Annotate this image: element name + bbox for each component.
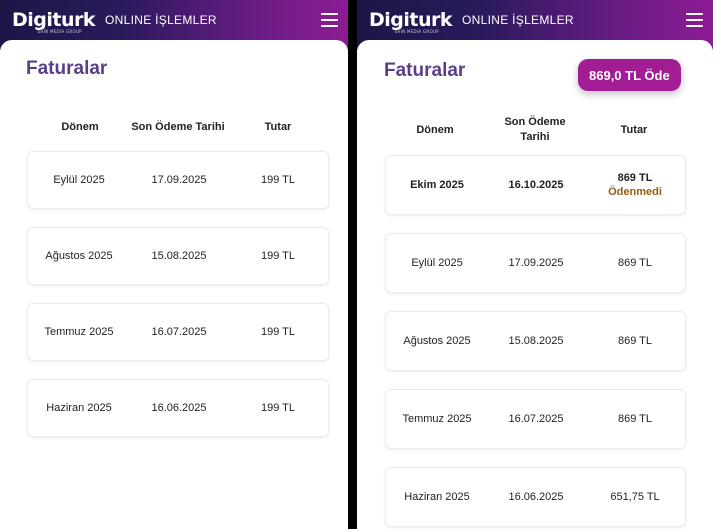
due-date-cell: 16.07.2025 <box>508 413 564 425</box>
app-title: ONLINE İŞLEMLER <box>105 13 217 27</box>
column-header-period: Dönem <box>416 124 454 136</box>
menu-icon[interactable] <box>321 13 338 27</box>
top-bar: Digiturk beIN MEDIA GROUP ONLINE İŞLEMLE… <box>357 0 713 40</box>
amount-cell: 651,75 TL <box>610 491 660 503</box>
invoice-row[interactable]: Ağustos 2025 15.08.2025 199 TL <box>27 227 329 285</box>
amount-cell: 199 TL <box>260 250 296 262</box>
invoice-row[interactable]: Haziran 2025 16.06.2025 651,75 TL <box>385 467 686 527</box>
due-date-cell: 16.07.2025 <box>151 326 207 338</box>
invoice-row[interactable]: Ağustos 2025 15.08.2025 869 TL <box>385 311 686 371</box>
amount-cell: 199 TL <box>260 174 296 186</box>
column-header-due-date: Son Ödeme Tarihi <box>504 116 566 143</box>
period-cell: Haziran 2025 <box>46 402 112 414</box>
logo-text: Digiturk <box>369 8 453 31</box>
due-date-cell: 16.10.2025 <box>508 179 564 191</box>
main-content: Faturalar Dönem Son Ödeme Tarihi Tutar E… <box>0 40 348 529</box>
period-cell: Temmuz 2025 <box>402 413 472 425</box>
amount-cell: 869 TL <box>617 335 653 347</box>
amount-value: 869 TL <box>617 172 653 184</box>
invoice-row-unpaid[interactable]: Ekim 2025 16.10.2025 869 TL Ödenmedi <box>385 155 686 215</box>
page-title: Faturalar <box>384 60 466 81</box>
invoice-row[interactable]: Eylül 2025 17.09.2025 869 TL <box>385 233 686 293</box>
period-cell: Haziran 2025 <box>404 491 470 503</box>
menu-icon[interactable] <box>686 13 703 27</box>
period-cell: Ekim 2025 <box>410 179 464 191</box>
column-header-amount: Tutar <box>264 121 292 133</box>
due-date-cell: 17.09.2025 <box>151 174 207 186</box>
column-header-period: Dönem <box>61 121 99 133</box>
right-screen: Digiturk beIN MEDIA GROUP ONLINE İŞLEMLE… <box>357 0 713 529</box>
amount-cell: 869 TL <box>617 413 653 425</box>
period-cell: Eylül 2025 <box>411 257 463 269</box>
main-content: Faturalar 869,0 TL Öde Dönem Son Ödeme T… <box>357 40 713 529</box>
invoice-row[interactable]: Eylül 2025 17.09.2025 199 TL <box>27 151 329 209</box>
column-header-due-date: Son Ödeme Tarihi <box>131 121 225 133</box>
status-badge: Ödenmedi <box>608 186 662 198</box>
logo-subtitle: beIN MEDIA GROUP <box>38 28 82 34</box>
due-date-cell: 17.09.2025 <box>508 257 564 269</box>
invoice-row[interactable]: Temmuz 2025 16.07.2025 869 TL <box>385 389 686 449</box>
period-cell: Ağustos 2025 <box>45 250 113 262</box>
logo-subtitle: beIN MEDIA GROUP <box>395 28 439 34</box>
top-bar: Digiturk beIN MEDIA GROUP ONLINE İŞLEMLE… <box>0 0 348 40</box>
left-screen: Digiturk beIN MEDIA GROUP ONLINE İŞLEMLE… <box>0 0 348 529</box>
amount-cell: 199 TL <box>260 326 296 338</box>
logo-text: Digiturk <box>12 8 96 31</box>
due-date-cell: 16.06.2025 <box>508 491 564 503</box>
period-cell: Temmuz 2025 <box>44 326 114 338</box>
column-header-amount: Tutar <box>620 124 648 136</box>
app-title: ONLINE İŞLEMLER <box>462 13 574 27</box>
pay-button[interactable]: 869,0 TL Öde <box>578 59 681 91</box>
digiturk-logo[interactable]: Digiturk beIN MEDIA GROUP <box>369 8 453 33</box>
amount-cell: 199 TL <box>260 402 296 414</box>
invoice-row[interactable]: Temmuz 2025 16.07.2025 199 TL <box>27 303 329 361</box>
page-title: Faturalar <box>26 58 108 79</box>
due-date-cell: 15.08.2025 <box>151 250 207 262</box>
due-date-cell: 15.08.2025 <box>508 335 564 347</box>
amount-cell: 869 TL <box>617 257 653 269</box>
amount-cell: 869 TL Ödenmedi <box>608 172 662 198</box>
period-cell: Ağustos 2025 <box>403 335 471 347</box>
digiturk-logo[interactable]: Digiturk beIN MEDIA GROUP <box>12 8 96 33</box>
invoice-row[interactable]: Haziran 2025 16.06.2025 199 TL <box>27 379 329 437</box>
due-date-cell: 16.06.2025 <box>151 402 207 414</box>
period-cell: Eylül 2025 <box>53 174 105 186</box>
